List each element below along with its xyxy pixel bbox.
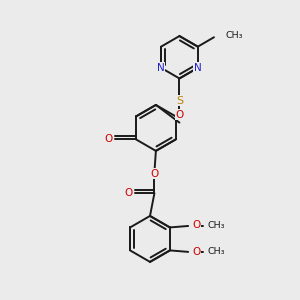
Text: O: O — [193, 220, 201, 230]
Text: O: O — [175, 110, 183, 120]
Text: N: N — [194, 63, 202, 73]
Text: CH₃: CH₃ — [208, 221, 225, 230]
Text: O: O — [104, 134, 112, 144]
Text: CH₃: CH₃ — [225, 31, 243, 40]
Text: N: N — [157, 63, 165, 73]
Text: O: O — [125, 188, 133, 198]
Text: S: S — [176, 95, 183, 106]
Text: O: O — [150, 169, 158, 178]
Text: CH₃: CH₃ — [208, 248, 225, 256]
Text: O: O — [193, 248, 201, 257]
